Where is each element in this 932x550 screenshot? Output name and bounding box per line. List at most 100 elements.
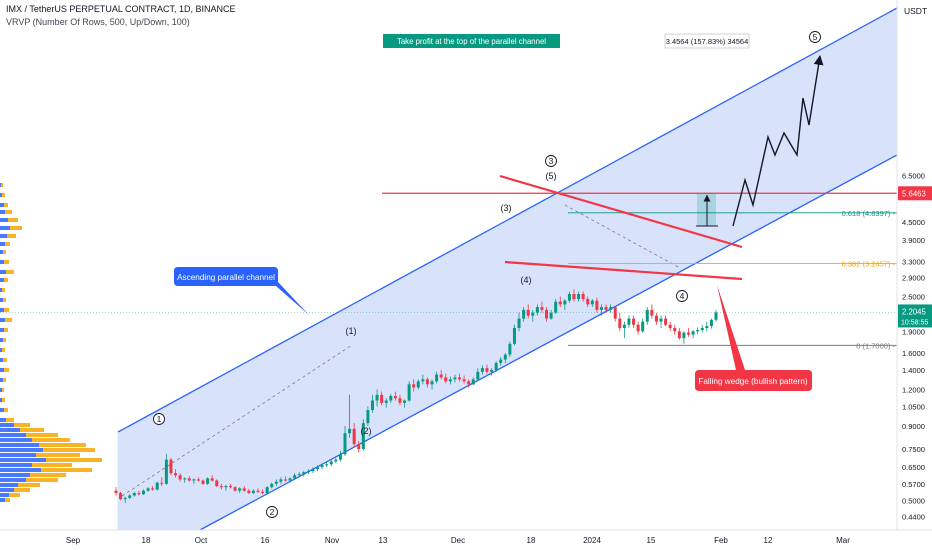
target-badge (898, 186, 932, 201)
take-profit-text: Take profit at the top of the parallel c… (397, 37, 546, 46)
volume-bar-down (7, 234, 16, 238)
price-tick: 2.5000 (902, 293, 925, 302)
take-profit-box (383, 34, 560, 48)
indicator-legend[interactable]: VRVP (Number Of Rows, 500, Up/Down, 100) (6, 17, 190, 27)
candle-body (453, 377, 457, 380)
fib-level-label: 0.618 (4.8397) - (842, 209, 896, 218)
candle-body (141, 490, 145, 495)
volume-bar-up (0, 226, 10, 230)
candle-body (494, 362, 498, 370)
candle-body (677, 331, 681, 339)
volume-bar-down (26, 433, 58, 437)
candle-body (632, 318, 636, 325)
volume-bar-up (0, 183, 1, 187)
volume-bar-up (0, 378, 3, 382)
candle-body (146, 488, 150, 491)
time-tick: Mar (836, 536, 850, 545)
candle-body (384, 400, 388, 403)
candle-body (302, 472, 306, 475)
volume-bar-down (4, 328, 8, 332)
candle-body (435, 374, 439, 382)
time-tick: 18 (142, 536, 151, 545)
volume-bar-up (0, 463, 32, 467)
volume-bar-down (14, 488, 30, 492)
volume-bar-down (4, 260, 9, 264)
candle-body (485, 368, 489, 372)
channel-callout-shape (174, 267, 309, 315)
price-tick: 0.7500 (902, 445, 925, 454)
candle-body (380, 394, 384, 403)
price-tick: 0.4400 (902, 513, 925, 522)
price-tick: 0.5700 (902, 480, 925, 489)
candle-body (535, 307, 539, 313)
projection-path (732, 55, 824, 227)
candle-body (645, 309, 649, 322)
price-axis[interactable]: USDT6.50005.50004.50003.90003.30002.9000… (896, 0, 932, 550)
volume-bar-down (3, 378, 6, 382)
candle-body (641, 321, 645, 332)
wave-paren-label: (1) (346, 326, 357, 336)
volume-bar-up (0, 348, 2, 352)
volume-bar-down (39, 443, 86, 447)
candle-body (242, 488, 246, 491)
symbol-title: IMX / TetherUS PERPETUAL CONTRACT, 1D, B… (6, 4, 236, 14)
candle-body (508, 343, 512, 355)
volume-bar-down (46, 458, 102, 462)
candle-body (123, 497, 127, 500)
wedge-dashed-line (564, 204, 681, 269)
last-price-text: 2.2045 (902, 307, 927, 316)
take-profit-callout: Take profit at the top of the parallel c… (383, 34, 560, 48)
candle-body (416, 381, 420, 388)
volume-bar-up (0, 288, 2, 292)
candle-body (174, 473, 178, 476)
volume-bar-down (43, 448, 95, 452)
price-tick: 1.2000 (902, 385, 925, 394)
candle-body (618, 318, 622, 328)
volume-bar-down (2, 348, 5, 352)
candle-body (215, 480, 219, 487)
channel-dashed-line (121, 344, 353, 497)
volume-bar-up (0, 250, 3, 254)
candle-body (636, 324, 640, 332)
wave-paren-label: (5) (546, 171, 557, 181)
price-tick: 0.9000 (902, 422, 925, 431)
volume-bar-down (5, 498, 10, 502)
candle-body (512, 327, 516, 344)
time-tick: Sep (66, 536, 81, 545)
candle-body (361, 423, 365, 450)
wedge-lower-line (504, 260, 743, 281)
target-badge-text: 5.6463 (902, 189, 926, 198)
volume-bar-up (0, 358, 3, 362)
wedge-callout-shape (695, 285, 812, 391)
volume-bar-up (0, 368, 4, 372)
volume-bar-up (0, 193, 2, 197)
candle-body (279, 479, 283, 482)
price-tick: 1.6000 (902, 349, 925, 358)
volume-bar-down (10, 226, 22, 230)
price-tick: 1.9000 (902, 327, 925, 336)
candle-body (522, 309, 526, 319)
volume-bar-down (9, 493, 20, 497)
candle-body (439, 374, 443, 378)
drawings: 3.4564 (157.83%) 34564 1 2 3 4 5 (1) (2) (3) (4) (… (153, 31, 824, 518)
volume-bar-down (26, 478, 58, 482)
wave-paren-label: (2) (361, 426, 372, 436)
volume-bar-up (0, 242, 5, 246)
candle-body (540, 307, 544, 310)
volume-bar-up (0, 203, 4, 207)
candle-body (444, 377, 448, 382)
candle-body (183, 478, 187, 480)
candle-body (229, 486, 232, 488)
candle-body (572, 293, 576, 300)
wave-circle (266, 506, 278, 518)
candle-body (549, 312, 553, 319)
volume-bar-up (0, 270, 6, 274)
candle-body (192, 479, 196, 481)
volume-bar-up (0, 473, 30, 477)
time-axis[interactable]: Sep 18 Oct 16 Nov 13 Dec 18 2024 15 Feb 12 Mar (0, 529, 932, 550)
candle-body (256, 490, 260, 492)
candle-body (599, 307, 603, 310)
volume-bar-down (5, 242, 10, 246)
volume-bar-down (2, 398, 5, 402)
